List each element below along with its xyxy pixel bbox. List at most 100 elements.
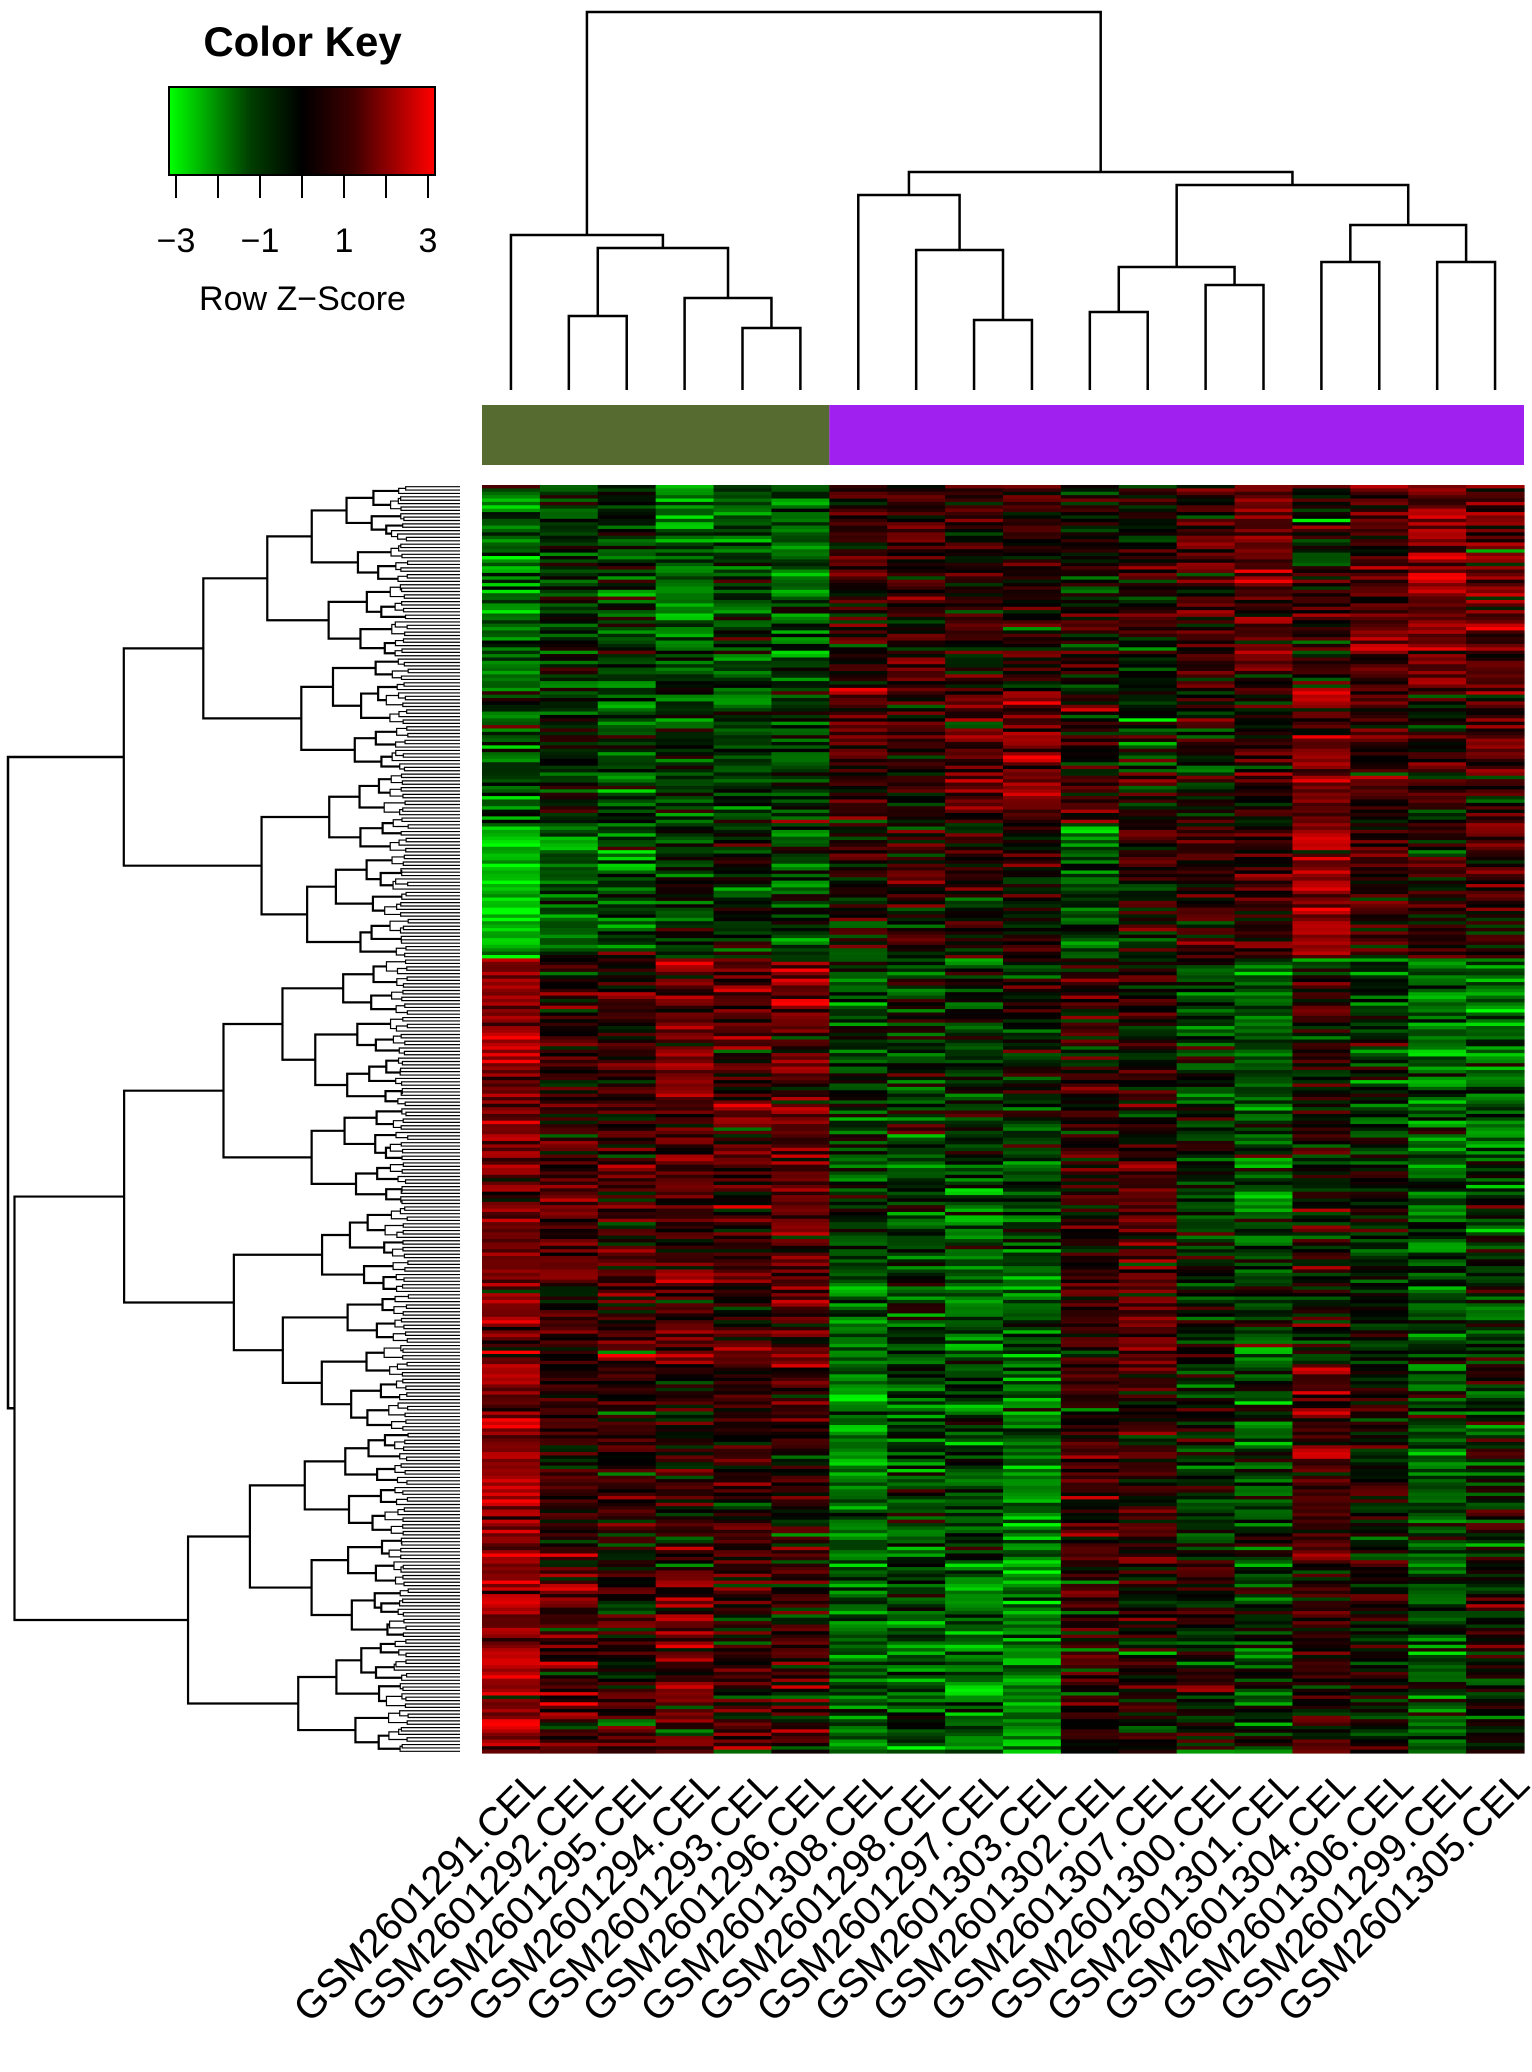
heatmap-cell	[1003, 1286, 1062, 1291]
heatmap-cell	[1408, 633, 1467, 638]
heatmap-cell	[539, 525, 599, 530]
heatmap-cell	[771, 698, 830, 702]
heatmap-cell	[887, 741, 946, 746]
dendrogram-link	[402, 1240, 460, 1245]
heatmap-cell	[945, 535, 1004, 540]
heatmap-cell	[771, 1032, 830, 1037]
heatmap-cell	[771, 897, 830, 902]
heatmap-cell	[1350, 491, 1409, 496]
heatmap-cell	[482, 1053, 541, 1058]
heatmap-cell	[1234, 606, 1294, 611]
heatmap-cell	[1292, 1218, 1351, 1223]
heatmap-cell	[597, 508, 657, 513]
heatmap-cell	[1292, 1299, 1351, 1304]
heatmap-cell	[1292, 731, 1351, 736]
heatmap-cell	[597, 1245, 657, 1250]
heatmap-cell	[771, 714, 830, 719]
heatmap-cell	[482, 785, 541, 790]
heatmap-cell	[1292, 1239, 1351, 1244]
heatmap-cell	[945, 1252, 1004, 1257]
dendrogram-link	[404, 1703, 460, 1708]
heatmap-cell	[482, 961, 541, 966]
heatmap-cell	[1176, 495, 1236, 500]
heatmap-cell	[1292, 1144, 1351, 1149]
heatmap-cell	[1466, 1056, 1525, 1061]
heatmap-cell	[771, 785, 830, 790]
heatmap-cell	[482, 887, 541, 892]
heatmap-cell	[771, 1053, 830, 1058]
heatmap-cell	[1176, 576, 1236, 581]
heatmap-cell	[771, 1029, 830, 1034]
heatmap-cell	[655, 1181, 715, 1186]
heatmap-cell	[887, 1276, 946, 1281]
heatmap-cell	[655, 846, 715, 851]
heatmap-cell	[945, 1100, 1004, 1105]
heatmap-cell	[655, 518, 715, 523]
heatmap-cell	[1176, 836, 1236, 841]
heatmap-cell	[945, 1009, 1004, 1014]
heatmap-cell	[713, 1239, 773, 1244]
heatmap-cell	[771, 1107, 830, 1112]
heatmap-cell	[1118, 667, 1178, 672]
heatmap-cell	[1176, 1310, 1236, 1315]
heatmap-cell	[597, 1262, 657, 1267]
heatmap-cell	[1466, 931, 1525, 936]
heatmap-cell	[1408, 664, 1467, 669]
heatmap-cell	[1118, 1154, 1178, 1159]
heatmap-cell	[1060, 796, 1120, 801]
heatmap-cell	[829, 677, 888, 682]
heatmap-cell	[771, 1134, 830, 1139]
heatmap-cell	[1350, 623, 1409, 628]
dendrogram-link	[401, 1186, 460, 1193]
dendrogram-link	[395, 1025, 460, 1032]
heatmap-cell	[1060, 1046, 1120, 1051]
heatmap-cell	[1234, 1282, 1294, 1287]
heatmap-cell	[1118, 938, 1178, 943]
heatmap-cell	[482, 603, 541, 608]
dendrogram-link	[1320, 260, 1381, 390]
heatmap-cell	[482, 1201, 541, 1206]
dendrogram-link	[388, 1620, 407, 1629]
heatmap-cell	[829, 623, 888, 628]
heatmap-cell	[829, 985, 888, 990]
heatmap-cell	[1118, 1073, 1178, 1078]
heatmap-cell	[1466, 955, 1525, 959]
heatmap-cell	[482, 620, 541, 625]
heatmap-cell	[713, 907, 773, 912]
heatmap-cell	[1234, 1110, 1294, 1115]
heatmap-cell	[482, 863, 541, 868]
heatmap-cell	[1350, 1124, 1409, 1129]
heatmap-cell	[482, 1154, 541, 1159]
heatmap-cell	[1118, 606, 1178, 611]
heatmap-cell	[1003, 623, 1062, 628]
heatmap-cell	[1292, 1124, 1351, 1129]
dendrogram-link	[402, 719, 460, 724]
dendrogram-link	[389, 1018, 403, 1030]
dendrogram-link	[391, 856, 405, 865]
heatmap-cell	[539, 796, 599, 801]
heatmap-cell	[1060, 1293, 1120, 1298]
heatmap-cell	[655, 1124, 715, 1129]
heatmap-cell	[1176, 1012, 1236, 1017]
dendrogram-link	[402, 523, 460, 528]
heatmap-cell	[1466, 488, 1525, 493]
heatmap-cell	[655, 900, 715, 905]
heatmap-cell	[482, 877, 541, 882]
heatmap-cell	[655, 1184, 715, 1189]
heatmap-cell	[482, 643, 541, 648]
heatmap-cell	[539, 1289, 599, 1294]
heatmap-cell	[713, 911, 773, 916]
heatmap-cell	[1234, 938, 1294, 943]
heatmap-cell	[1292, 1127, 1351, 1132]
heatmap-cell	[945, 765, 1004, 770]
heatmap-cell	[1118, 775, 1178, 780]
heatmap-cell	[655, 833, 715, 838]
heatmap-cell	[1466, 992, 1525, 997]
heatmap-cell	[771, 846, 830, 851]
heatmap-cell	[713, 583, 773, 588]
dendrogram-link	[404, 695, 460, 701]
heatmap-cell	[1118, 1107, 1178, 1112]
heatmap-cell	[713, 900, 773, 905]
heatmap-cell	[1234, 762, 1294, 767]
heatmap-cell	[482, 539, 541, 544]
